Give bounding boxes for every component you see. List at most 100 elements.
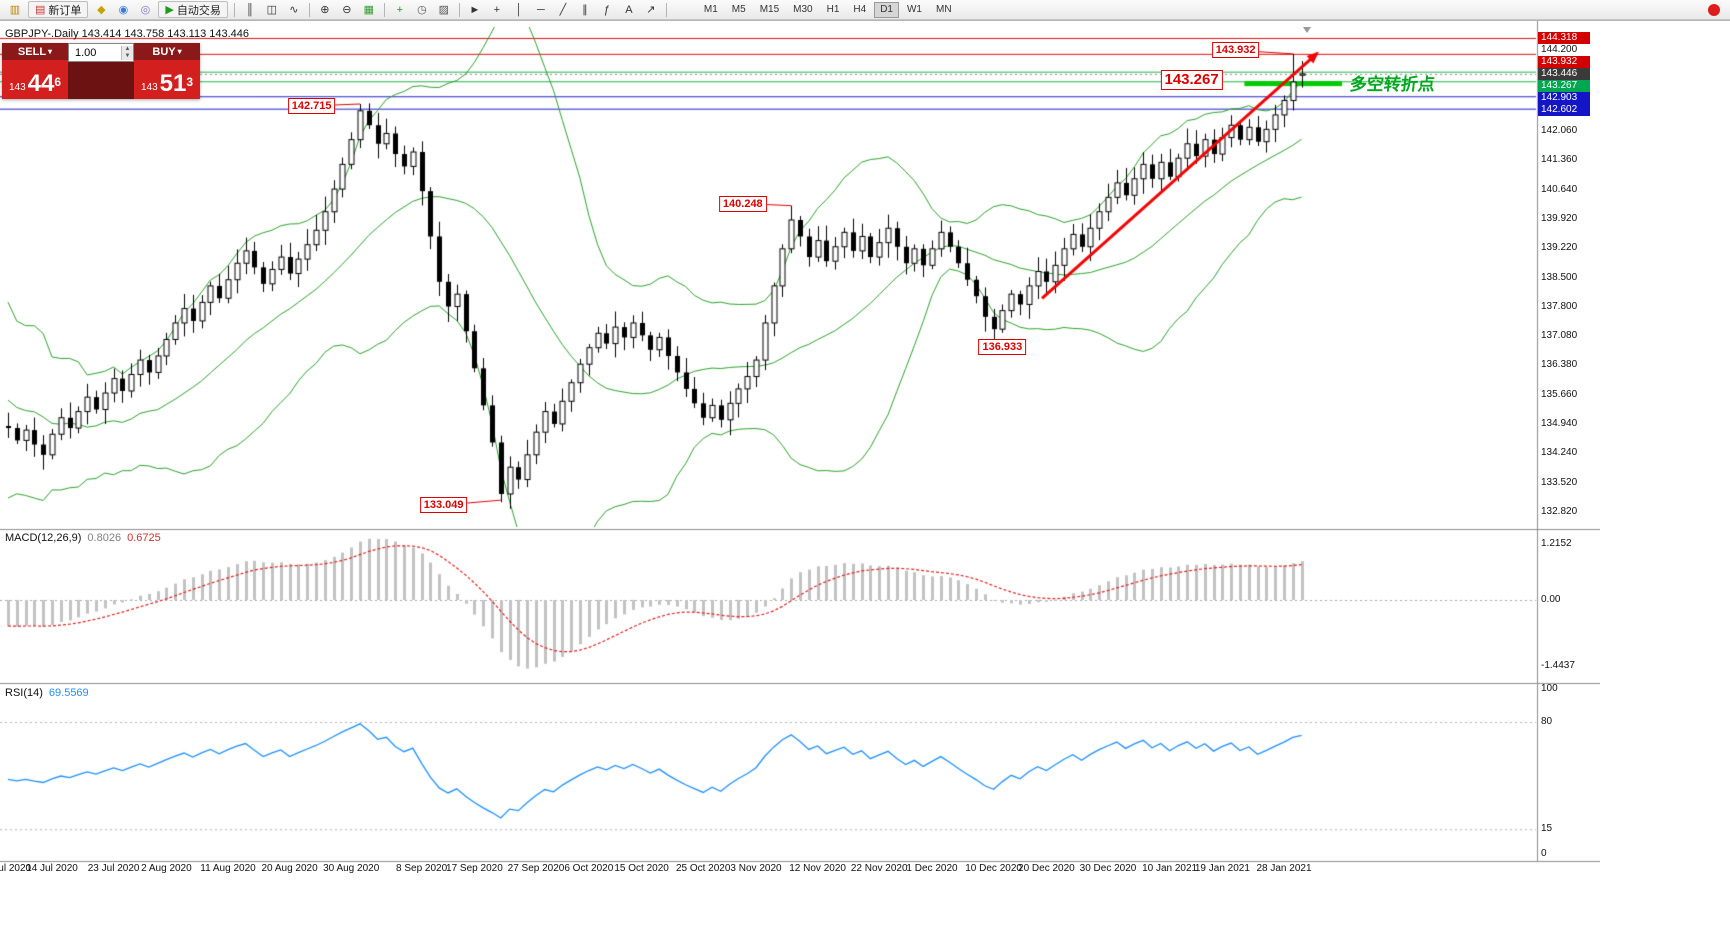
price-axis-tick: 137.800 [1541,300,1578,312]
new-order-button-icon: ▤ [35,4,46,16]
indicators-icon[interactable]: + [396,3,404,16]
macd-name: MACD(12,26,9) [5,532,82,544]
date-axis-label: 30 Aug 2020 [323,863,380,874]
timeframe-m15-button[interactable]: M15 [759,4,780,15]
auto-trading-button-icon: ▶ [165,4,174,16]
price-annotation[interactable]: 133.049 [419,497,468,514]
date-axis-label: 1 Dec 2020 [906,863,958,874]
text-icon[interactable]: A [625,3,633,16]
date-axis-label: 10 Dec 2020 [965,863,1022,874]
price-annotation[interactable]: 143.932 [1211,42,1260,59]
date-axis-label: 14 Jul 2020 [26,863,78,874]
channel-icon[interactable]: ∥ [582,4,588,16]
price-annotation[interactable]: 140.248 [718,195,767,212]
expert-advisors-icon[interactable]: ◆ [97,4,106,16]
price-annotation[interactable]: 143.267 [1160,69,1223,90]
rsi-scale-15: 15 [1541,823,1553,835]
date-axis-label: 20 Aug 2020 [261,863,318,874]
price-axis-tick: 142.060 [1541,125,1578,136]
data-window-icon[interactable]: ◎ [140,4,151,16]
date-axis-label: 2 Aug 2020 [141,863,192,874]
tile-windows-icon[interactable]: ▦ [363,4,375,16]
date-axis-label: 17 Sep 2020 [446,863,503,874]
price-annotation[interactable]: 142.715 [287,97,336,114]
timeframe-mn-button[interactable]: MN [935,4,952,15]
volume-up-arrow[interactable]: ▲ [121,45,133,53]
rsi-name: RSI(14) [5,687,43,699]
new-order-button[interactable]: ▤ 新订单 [28,1,89,18]
cursor-icon[interactable]: ► [469,3,481,16]
rsi-scale-80: 80 [1541,716,1553,727]
price-axis-tick: 133.520 [1541,476,1578,488]
price-axis-marker: 142.903 [1538,91,1590,104]
fibonacci-icon[interactable]: ƒ [603,3,610,16]
price-axis-tick: 139.920 [1541,213,1578,225]
date-axis-label: 23 Jul 2020 [87,863,140,874]
rsi-label: RSI(14) 69.5569 [5,687,89,699]
price-axis-marker: 143.932 [1538,55,1590,68]
arrows-icon[interactable]: ↗ [646,4,656,16]
timeframe-d1-button[interactable]: D1 [874,1,899,18]
price-axis-marker: 142.602 [1538,103,1590,116]
sell-button[interactable]: SELL ▾ 143 44 6 [2,43,68,99]
date-axis-label: 12 Nov 2020 [789,863,846,874]
date-axis-label: 20 Dec 2020 [1018,863,1075,874]
zoom-out-icon[interactable]: ⊖ [342,4,352,16]
vertical-line-icon[interactable]: │ [515,3,523,16]
volume-down-arrow[interactable]: ▼ [121,52,133,60]
periods-icon[interactable]: ◷ [417,4,427,16]
rsi-value: 69.5569 [48,687,89,699]
macd-signal-value: 0.6725 [127,532,161,544]
market-watch-icon[interactable]: ◉ [118,4,129,16]
buy-price-whole: 143 [140,82,158,93]
auto-trading-button[interactable]: ▶ 自动交易 [158,1,228,18]
buy-button[interactable]: BUY ▾ 143 51 3 [134,43,200,99]
macd-label: MACD(12,26,9) 0.8026 0.6725 [5,532,161,544]
price-chart-canvas[interactable] [0,21,1600,881]
horizontal-line-icon[interactable]: ─ [536,3,545,16]
charts-icon[interactable]: ▥ [9,4,21,16]
toolbar-separator [665,2,667,17]
buy-price-point: 3 [186,75,194,89]
candlestick-chart-icon[interactable]: ◫ [266,4,278,16]
toolbar-separator [308,2,310,17]
date-axis-label: 6 Oct 2020 [564,863,614,874]
price-annotation[interactable]: 136.933 [978,338,1027,355]
date-axis-label: 19 Jan 2021 [1194,863,1250,874]
trendline-icon[interactable]: ╱ [559,4,567,16]
zoom-in-icon[interactable]: ⊕ [320,4,330,16]
chart-shift-marker[interactable] [1303,27,1311,33]
timeframe-m1-button[interactable]: M1 [703,4,718,15]
price-axis-tick: 134.940 [1541,418,1578,430]
notification-icon[interactable] [1708,4,1720,16]
chart-title: GBPJPY-.Daily 143.414 143.758 143.113 14… [5,28,250,40]
price-axis-tick: 138.500 [1541,271,1578,283]
sell-price-whole: 143 [8,82,26,93]
volume-stepper[interactable]: ▲ ▼ [121,45,133,60]
bar-chart-icon[interactable]: ║ [245,3,254,16]
price-axis-marker: 144.318 [1538,31,1590,44]
sell-price-point: 6 [54,75,62,89]
timeframe-w1-button[interactable]: W1 [906,4,922,15]
crosshair-icon[interactable]: + [493,3,501,16]
timeframe-h1-button[interactable]: H1 [826,4,840,15]
macd-scale-max: 1.2152 [1541,538,1572,550]
volume-input[interactable] [69,46,121,59]
sell-price: 143 44 6 [2,60,68,99]
price-axis-tick: 137.080 [1541,330,1578,342]
price-axis-tick: 136.380 [1541,359,1578,371]
timeframe-m30-button[interactable]: M30 [793,4,813,15]
templates-icon[interactable]: ▨ [438,4,450,16]
price-axis-tick: 134.240 [1541,447,1578,459]
timeframe-h4-button[interactable]: H4 [853,4,867,15]
price-axis-tick: 140.640 [1541,183,1578,195]
turning-point-label[interactable]: 多空转折点 [1348,74,1436,94]
buy-price: 143 51 3 [134,60,200,99]
chevron-down-icon: ▾ [177,47,182,56]
date-axis-label: 25 Oct 2020 [675,863,731,874]
timeframe-m5-button[interactable]: M5 [731,4,746,15]
volume-box: ▲▼ [68,43,134,99]
rsi-scale-0: 0 [1541,848,1547,859]
date-axis-label: 8 Sep 2020 [396,863,448,874]
line-chart-icon[interactable]: ∿ [289,4,299,16]
